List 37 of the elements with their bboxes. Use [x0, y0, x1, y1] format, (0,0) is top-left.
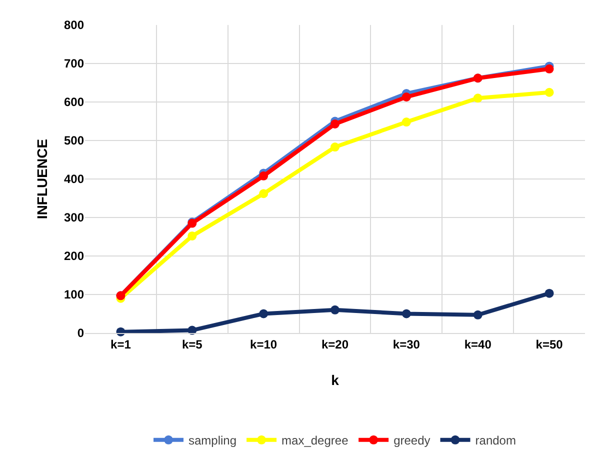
x-tick-label: k=1 — [110, 337, 132, 352]
point — [259, 309, 268, 318]
y-tick-label: 700 — [64, 56, 84, 71]
x-tick-label: k=5 — [182, 337, 203, 352]
x-tick-label: k=10 — [250, 337, 278, 352]
y-tick-label: 100 — [64, 288, 84, 302]
y-tick-label: 200 — [64, 249, 84, 264]
legend-label: sampling — [188, 434, 237, 448]
point — [259, 171, 268, 180]
point — [330, 305, 340, 314]
point — [544, 288, 554, 298]
legend-label: greedy — [394, 434, 430, 448]
point — [402, 118, 411, 127]
y-axis-title: INFLUENCE — [34, 138, 50, 220]
x-tick-label: k=30 — [392, 337, 420, 352]
x-axis-title: k — [331, 372, 340, 388]
point — [188, 231, 197, 240]
y-tick-label: 600 — [64, 95, 84, 110]
point — [473, 94, 482, 103]
y-tick-label: 800 — [64, 18, 84, 32]
y-tick-label: 300 — [64, 210, 84, 225]
point — [473, 310, 482, 320]
point — [402, 92, 411, 102]
y-tick-label: 0 — [77, 326, 84, 340]
x-tick-label: k=40 — [464, 337, 492, 352]
legend-label: random — [475, 434, 516, 448]
y-tick-label: 400 — [64, 172, 84, 186]
point — [402, 309, 411, 318]
point — [259, 189, 268, 198]
point — [330, 119, 340, 128]
point — [544, 64, 554, 74]
y-tick-label: 500 — [64, 134, 84, 148]
x-tick-label: k=50 — [536, 337, 564, 352]
point — [330, 142, 340, 152]
point — [544, 88, 554, 97]
legend-label: max_degree — [282, 434, 349, 448]
x-tick-label: k=20 — [321, 337, 349, 352]
